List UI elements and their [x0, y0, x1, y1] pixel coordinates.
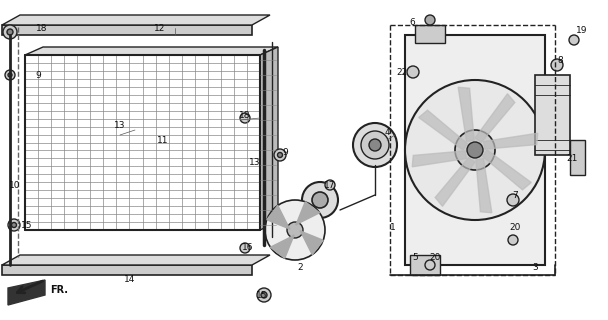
Text: 5: 5: [412, 253, 418, 262]
Polygon shape: [412, 151, 466, 167]
Bar: [535, 75, 570, 155]
Polygon shape: [458, 87, 474, 141]
Polygon shape: [25, 47, 278, 55]
Circle shape: [3, 25, 17, 39]
Bar: [405, 35, 545, 265]
Circle shape: [240, 113, 250, 123]
Text: 1: 1: [390, 223, 396, 233]
Circle shape: [425, 15, 435, 25]
Polygon shape: [483, 150, 531, 190]
Text: 6: 6: [409, 18, 415, 27]
Circle shape: [369, 139, 381, 151]
Circle shape: [569, 35, 579, 45]
Circle shape: [5, 70, 15, 80]
Polygon shape: [475, 94, 515, 142]
Circle shape: [240, 243, 250, 253]
Text: 8: 8: [557, 55, 563, 65]
Polygon shape: [2, 255, 270, 265]
Polygon shape: [267, 205, 290, 229]
Text: 11: 11: [157, 135, 169, 145]
Text: 22: 22: [396, 68, 407, 76]
Text: 13: 13: [114, 121, 126, 130]
Text: 15: 15: [21, 220, 33, 229]
Text: 19: 19: [576, 26, 588, 35]
Polygon shape: [2, 15, 270, 25]
Polygon shape: [300, 231, 323, 255]
Text: FR.: FR.: [50, 285, 68, 295]
Circle shape: [7, 29, 13, 35]
Circle shape: [277, 153, 283, 157]
Text: 16: 16: [242, 244, 254, 252]
Polygon shape: [419, 110, 468, 150]
Circle shape: [551, 59, 563, 71]
Text: 21: 21: [566, 154, 578, 163]
Circle shape: [302, 182, 338, 218]
Circle shape: [287, 222, 303, 238]
Circle shape: [405, 80, 545, 220]
Circle shape: [425, 260, 435, 270]
Text: 20: 20: [429, 253, 441, 262]
Text: 20: 20: [510, 223, 520, 233]
Text: 18: 18: [240, 110, 250, 119]
Text: 17: 17: [324, 180, 336, 189]
Circle shape: [265, 200, 325, 260]
Text: 4: 4: [384, 127, 390, 137]
Text: 15: 15: [256, 291, 268, 300]
Text: 14: 14: [124, 276, 136, 284]
Text: 13: 13: [249, 157, 261, 166]
Circle shape: [353, 123, 397, 167]
Text: 18: 18: [36, 23, 48, 33]
Circle shape: [312, 192, 328, 208]
Polygon shape: [271, 235, 294, 258]
Circle shape: [257, 288, 271, 302]
Circle shape: [8, 219, 20, 231]
Circle shape: [508, 235, 518, 245]
Circle shape: [455, 130, 495, 170]
Circle shape: [261, 292, 267, 298]
Bar: [2, 25, 252, 35]
Circle shape: [12, 222, 16, 228]
Circle shape: [274, 149, 286, 161]
Polygon shape: [476, 158, 492, 213]
Bar: [415, 25, 445, 43]
Circle shape: [325, 180, 335, 190]
Text: 9: 9: [282, 148, 288, 156]
Bar: [2, 265, 252, 275]
Circle shape: [361, 131, 389, 159]
Text: 9: 9: [35, 70, 41, 79]
Polygon shape: [435, 158, 475, 206]
Bar: [410, 255, 440, 275]
Polygon shape: [8, 280, 45, 305]
Polygon shape: [483, 133, 538, 149]
Circle shape: [507, 194, 519, 206]
Polygon shape: [296, 202, 320, 225]
Circle shape: [467, 142, 483, 158]
Circle shape: [407, 66, 419, 78]
Text: 12: 12: [154, 23, 166, 33]
Text: 3: 3: [532, 263, 538, 273]
Circle shape: [8, 73, 12, 77]
Text: 2: 2: [297, 263, 303, 273]
Text: 7: 7: [512, 190, 518, 199]
Bar: [570, 140, 585, 175]
Polygon shape: [260, 47, 278, 230]
Text: 10: 10: [9, 180, 21, 189]
